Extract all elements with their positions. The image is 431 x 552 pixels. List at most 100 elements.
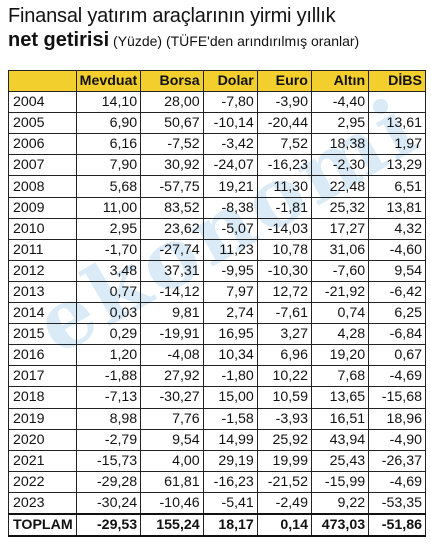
value-cell: -10,14 — [202, 112, 258, 135]
total-value: 18,17 — [202, 512, 258, 538]
table-row: 2011 -1,70 -27,74 11,23 10,78 31,06 -4,60 — [8, 238, 426, 261]
value-cell: -3,42 — [202, 133, 258, 156]
header-2: Borsa — [140, 69, 204, 93]
table-row: 2012 3,48 37,31 -9,95 -10,30 -7,60 9,54 — [8, 259, 426, 282]
total-value: 155,24 — [140, 512, 204, 538]
total-value: -51,86 — [368, 512, 426, 538]
value-cell: -5,07 — [202, 217, 258, 240]
table-row: 2015 0,29 -19,91 16,95 3,27 4,28 -6,84 — [8, 323, 426, 346]
value-cell: -8,38 — [202, 196, 258, 219]
value-cell: -2,49 — [256, 491, 312, 515]
value-cell: -1,70 — [75, 238, 142, 261]
value-cell: -57,75 — [140, 175, 204, 198]
title-block: Finansal yatırım araçlarının yirmi yıllı… — [8, 4, 428, 53]
value-cell: -7,80 — [202, 91, 258, 114]
value-cell: -1,58 — [202, 407, 258, 430]
value-cell: -1,81 — [256, 196, 312, 219]
value-cell: -21,92 — [310, 280, 370, 304]
value-cell: -4,69 — [368, 470, 426, 493]
subtitle-main: net getirisi — [8, 29, 110, 51]
value-cell: 4,32 — [368, 217, 426, 240]
year-cell: 2013 — [8, 280, 77, 304]
value-cell: 0,74 — [310, 302, 370, 325]
table-row: 2009 11,00 83,52 -8,38 -1,81 25,32 13,81 — [8, 196, 426, 219]
value-cell: -16,23 — [256, 154, 312, 177]
year-cell: 2011 — [8, 238, 77, 261]
value-cell: 16,95 — [202, 323, 258, 346]
table-header-row: Mevduat Borsa Dolar Euro Altın DİBS — [8, 69, 426, 93]
value-cell: 7,97 — [202, 280, 258, 304]
value-cell: 4,28 — [310, 323, 370, 346]
value-cell: 61,81 — [140, 470, 204, 493]
value-cell: -7,52 — [140, 133, 204, 156]
table-row: 2021 -15,73 4,00 29,19 19,99 25,43 -26,37 — [8, 449, 426, 472]
value-cell: 4,00 — [140, 449, 204, 472]
value-cell: -4,40 — [310, 91, 370, 114]
value-cell: 27,92 — [140, 365, 204, 388]
value-cell: 0,77 — [75, 280, 142, 304]
value-cell: 12,72 — [256, 280, 312, 304]
value-cell: 9,54 — [140, 428, 204, 451]
value-cell: -3,90 — [256, 91, 312, 114]
value-cell: 43,94 — [310, 428, 370, 451]
table-row: 2018 -7,13 -30,27 15,00 10,59 13,65 -15,68 — [8, 386, 426, 409]
value-cell: -7,13 — [75, 386, 142, 409]
value-cell: 6,25 — [368, 302, 426, 325]
value-cell: 13,61 — [368, 112, 426, 135]
value-cell: -7,60 — [310, 259, 370, 282]
value-cell: 3,27 — [256, 323, 312, 346]
value-cell: 7,68 — [310, 365, 370, 388]
value-cell: 22,48 — [310, 175, 370, 198]
table-row: 2005 6,90 50,67 -10,14 -20,44 2,95 13,61 — [8, 112, 426, 135]
value-cell: 5,68 — [75, 175, 142, 198]
value-cell: 10,34 — [202, 344, 258, 367]
value-cell: 25,92 — [256, 428, 312, 451]
value-cell: 6,51 — [368, 175, 426, 198]
value-cell: 83,52 — [140, 196, 204, 219]
table-row: 2014 0,03 9,81 2,74 -7,61 0,74 6,25 — [8, 302, 426, 325]
year-cell: 2006 — [8, 133, 77, 156]
year-cell: 2009 — [8, 196, 77, 219]
value-cell: -1,80 — [202, 365, 258, 388]
value-cell: -6,84 — [368, 323, 426, 346]
table-row: 2006 6,16 -7,52 -3,42 7,52 18,38 1,97 — [8, 133, 426, 156]
value-cell: 13,29 — [368, 154, 426, 177]
value-cell: -2,79 — [75, 428, 142, 451]
value-cell: 11,30 — [256, 175, 312, 198]
header-3: Dolar — [202, 69, 258, 93]
value-cell: 17,27 — [310, 217, 370, 240]
total-label: TOPLAM — [8, 512, 77, 538]
value-cell: 13,81 — [368, 196, 426, 219]
header-1: Mevduat — [75, 69, 142, 93]
year-cell: 2007 — [8, 154, 77, 177]
value-cell: -6,42 — [368, 280, 426, 304]
value-cell: -16,23 — [202, 470, 258, 493]
value-cell: 9,22 — [310, 491, 370, 515]
table-row: 2013 0,77 -14,12 7,97 12,72 -21,92 -6,42 — [8, 280, 426, 304]
page-title: Finansal yatırım araçlarının yirmi yıllı… — [8, 5, 336, 27]
value-cell: 10,59 — [256, 386, 312, 409]
table-row: 2008 5,68 -57,75 19,21 11,30 22,48 6,51 — [8, 175, 426, 198]
year-cell: 2004 — [8, 91, 77, 114]
value-cell: 0,67 — [368, 344, 426, 367]
year-cell: 2010 — [8, 217, 77, 240]
year-cell: 2019 — [8, 407, 77, 430]
value-cell: 6,16 — [75, 133, 142, 156]
value-cell: -15,99 — [310, 470, 370, 493]
value-cell: 15,00 — [202, 386, 258, 409]
value-cell: 6,90 — [75, 112, 142, 135]
value-cell: -4,69 — [368, 365, 426, 388]
value-cell: 19,21 — [202, 175, 258, 198]
table-row: 2022 -29,28 61,81 -16,23 -21,52 -15,99 -4,69 — [8, 470, 426, 493]
table-row: 2019 8,98 7,76 -1,58 -3,93 16,51 18,96 — [8, 407, 426, 430]
value-cell: 9,81 — [140, 302, 204, 325]
value-cell: -10,46 — [140, 491, 204, 515]
value-cell: 23,62 — [140, 217, 204, 240]
value-cell: -4,90 — [368, 428, 426, 451]
year-cell: 2021 — [8, 449, 77, 472]
value-cell: 25,43 — [310, 449, 370, 472]
value-cell: 18,96 — [368, 407, 426, 430]
value-cell — [368, 91, 426, 114]
value-cell: 16,51 — [310, 407, 370, 430]
value-cell: 8,98 — [75, 407, 142, 430]
